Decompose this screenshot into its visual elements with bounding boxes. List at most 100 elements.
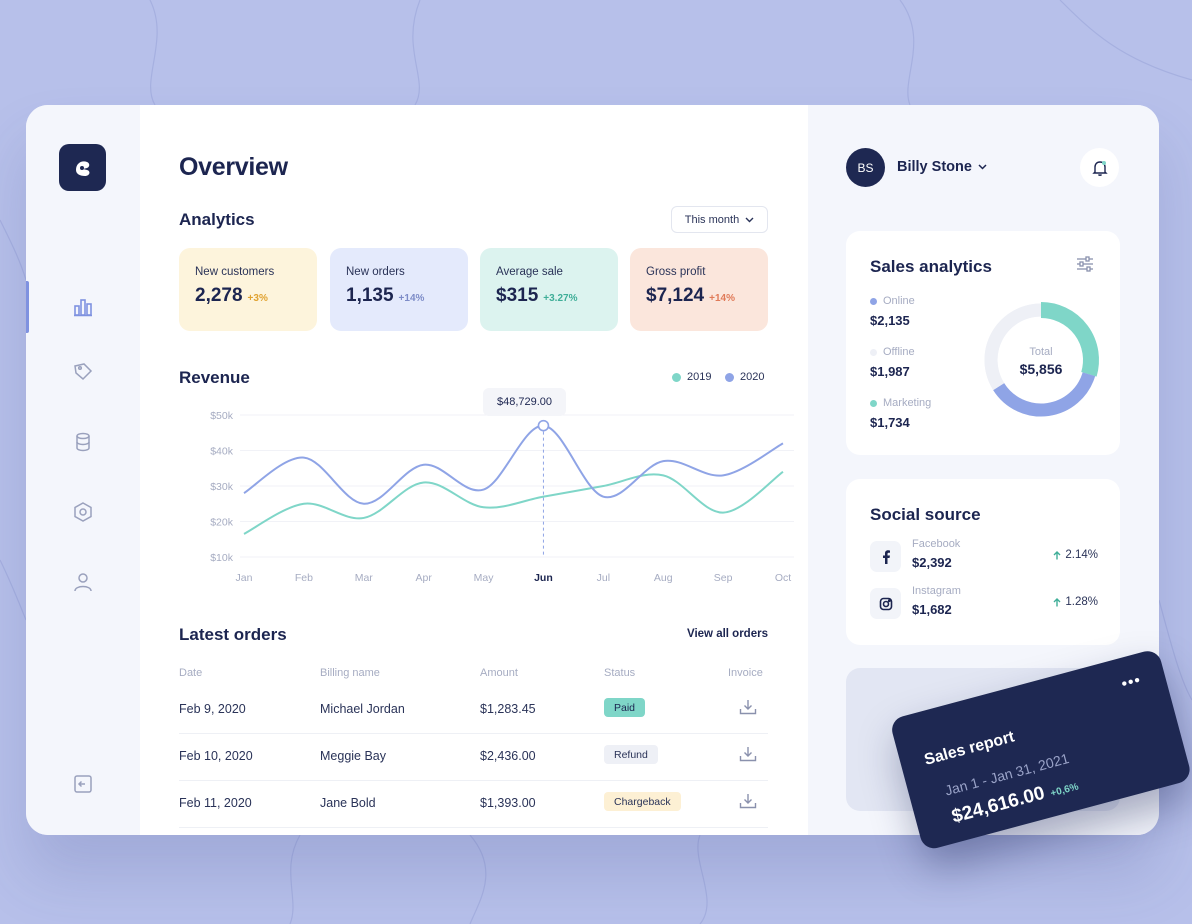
kpi-label: New orders	[346, 266, 405, 278]
facebook-change: 2.14%	[1053, 549, 1098, 561]
nav-logout[interactable]	[66, 767, 100, 801]
arrow-up-icon	[1053, 550, 1061, 559]
instagram-change: 1.28%	[1053, 596, 1098, 608]
sales-analytics-card: Sales analytics Online $2,135 Offline $1,98…	[846, 231, 1120, 455]
donut-slice-offline	[984, 303, 1042, 391]
nav-tags[interactable]	[66, 355, 100, 389]
sales-channel-row: Marketing	[870, 397, 931, 409]
bar-chart-icon	[74, 299, 92, 317]
facebook-change-value: 2.14%	[1065, 549, 1098, 561]
app-logo[interactable]	[59, 144, 106, 191]
y-tick-label: $20k	[210, 517, 234, 529]
nav-active-indicator	[26, 281, 29, 333]
period-label: This month	[684, 213, 740, 226]
kpi-label: Gross profit	[646, 266, 706, 278]
sales-channel-item: Marketing $1,734	[870, 397, 931, 430]
nav-analytics[interactable]	[66, 290, 100, 324]
user-menu[interactable]: Billy Stone	[897, 159, 987, 175]
main-content: Overview Analytics This month New custom…	[140, 105, 808, 835]
order-amount: $2,436.00	[480, 749, 536, 763]
x-tick-label: Feb	[295, 572, 313, 584]
kpi-value-row: $315 +3.27%	[496, 285, 618, 307]
order-billing-name: Meggie Bay	[320, 749, 387, 763]
sales-channel-item: Online $2,135	[870, 295, 915, 328]
x-tick-label: Jan	[236, 572, 253, 584]
sales-channel-label: Online	[883, 295, 915, 307]
legend-2020-swatch	[725, 372, 734, 382]
kpi-value-row: $7,124 +14%	[646, 285, 768, 307]
chart-tooltip: $48,729.00	[483, 388, 566, 416]
download-invoice-icon[interactable]	[739, 699, 757, 720]
filter-sliders-icon[interactable]	[1076, 256, 1094, 272]
donut-total-value: $5,856	[1019, 361, 1063, 377]
table-row[interactable]: Feb 9, 2020 Michael Jordan $1,283.45 Paid	[179, 687, 768, 734]
instagram-name: Instagram	[912, 585, 961, 597]
status-badge: Refund	[604, 745, 658, 764]
nav-database[interactable]	[66, 425, 100, 459]
sales-channel-value: $1,734	[870, 415, 910, 430]
user-name: Billy Stone	[897, 159, 972, 175]
sales-donut-chart	[984, 302, 1099, 417]
col-amount: Amount	[480, 667, 518, 679]
hexagon-settings-icon	[74, 502, 92, 522]
order-date: Feb 10, 2020	[179, 749, 253, 763]
kpi-card: New orders 1,135 +14%	[330, 248, 468, 331]
sales-channel-dot	[870, 297, 877, 305]
kpi-label: Average sale	[496, 266, 563, 278]
chevron-down-icon	[745, 217, 754, 222]
donut-total-label: Total	[1029, 346, 1053, 358]
kpi-value: 1,135	[346, 285, 394, 306]
revenue-title: Revenue	[179, 368, 250, 387]
order-amount: $1,283.45	[480, 702, 536, 716]
social-row-facebook[interactable]: Facebook $2,392 2.14%	[870, 538, 1098, 575]
arrow-up-icon	[1053, 597, 1061, 606]
legend-2020-label: 2020	[740, 371, 765, 383]
sales-channel-label: Marketing	[883, 397, 932, 409]
social-source-title: Social source	[870, 505, 981, 524]
y-tick-label: $40k	[210, 446, 234, 458]
table-row[interactable]: Feb 10, 2020 Meggie Bay $2,436.00 Refund	[179, 734, 768, 781]
order-billing-name: Jane Bold	[320, 796, 376, 810]
avatar[interactable]: BS	[846, 148, 885, 187]
y-tick-label: $10k	[210, 552, 234, 564]
sales-channel-row: Offline	[870, 346, 915, 358]
sales-channel-dot	[870, 348, 877, 356]
x-tick-label: Jun	[534, 572, 553, 584]
nav-settings[interactable]	[66, 495, 100, 529]
instagram-change-value: 1.28%	[1065, 596, 1098, 608]
order-amount: $1,393.00	[480, 796, 536, 810]
x-tick-label: Oct	[775, 572, 791, 584]
user-icon	[74, 573, 92, 592]
more-options-icon[interactable]: •••	[1119, 671, 1144, 694]
y-tick-label: $50k	[210, 410, 234, 422]
donut-center: Total $5,856	[1006, 346, 1076, 377]
view-all-orders-link[interactable]: View all orders	[687, 628, 768, 640]
kpi-change: +14%	[709, 293, 735, 304]
kpi-value: 2,278	[195, 285, 243, 306]
kpi-card: Average sale $315 +3.27%	[480, 248, 618, 331]
table-row[interactable]: Feb 11, 2020 Jane Bold $1,393.00 Chargeback	[179, 781, 768, 828]
logo-icon	[75, 160, 89, 176]
download-invoice-icon[interactable]	[739, 793, 757, 814]
tag-icon	[74, 363, 93, 381]
sales-channel-value: $2,135	[870, 313, 910, 328]
period-dropdown[interactable]: This month	[671, 206, 768, 233]
download-invoice-icon[interactable]	[739, 746, 757, 767]
series-line-2019	[243, 470, 784, 535]
nav-profile[interactable]	[66, 565, 100, 599]
social-row-instagram[interactable]: Instagram $1,682 1.28%	[870, 585, 1098, 622]
kpi-label: New customers	[195, 266, 275, 278]
notifications-button[interactable]	[1080, 148, 1119, 187]
col-status: Status	[604, 667, 636, 679]
col-invoice: Invoice	[728, 667, 763, 679]
highlight-point[interactable]	[537, 419, 550, 432]
chevron-down-icon	[978, 164, 987, 170]
x-tick-label: Jul	[597, 572, 610, 584]
facebook-amount: $2,392	[912, 555, 952, 570]
sales-channel-item: Offline $1,987	[870, 346, 915, 379]
kpi-card: New customers 2,278 +3%	[179, 248, 317, 331]
x-tick-label: Aug	[654, 572, 673, 584]
kpi-value: $315	[496, 285, 539, 306]
